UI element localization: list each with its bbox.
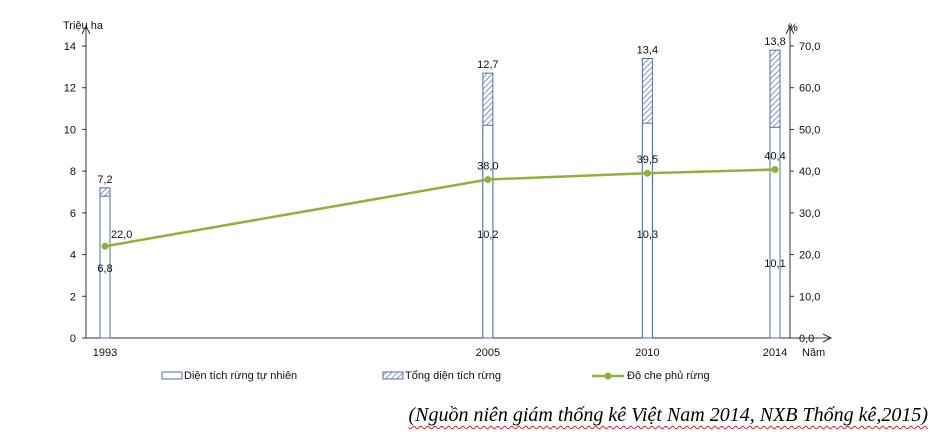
natural-value-label: 10,2	[477, 229, 498, 241]
natural-forest-bar	[641, 122, 653, 339]
right-tick-label: 10,0	[799, 291, 820, 303]
x-tick-label: 2010	[635, 347, 659, 359]
right-axis-arrow	[785, 24, 795, 35]
x-tick-label: 1993	[93, 347, 117, 359]
natural-value-label: 10,3	[637, 229, 658, 241]
coverage-value-label: 39,5	[637, 154, 658, 166]
coverage-value-label: 40,4	[764, 150, 785, 162]
right-tick-label: 30,0	[799, 208, 820, 220]
left-tick-label: 6	[70, 208, 76, 220]
right-tick-label: 20,0	[799, 250, 820, 262]
source-note: (Nguồn niên giám thống kê Việt Nam 2014,…	[408, 404, 928, 426]
right-tick-label: 50,0	[799, 124, 820, 136]
x-axis-unit: Năm	[802, 347, 825, 359]
natural-value-label: 6,8	[97, 263, 112, 275]
left-axis-arrow	[81, 24, 91, 35]
left-tick-label: 0	[70, 333, 76, 345]
left-axis-unit: Triệu ha	[63, 20, 104, 32]
coverage-value-label: 38,0	[477, 160, 498, 172]
coverage-line	[101, 165, 779, 250]
legend-total-label: Tổng diện tích rừng	[405, 370, 501, 382]
legend-coverage-marker	[604, 372, 612, 380]
right-tick-label: 0,0	[799, 333, 814, 345]
left-tick-label: 8	[70, 166, 76, 178]
total-value-label: 12,7	[477, 59, 498, 71]
right-axis-unit: %	[788, 22, 798, 34]
x-tick-label: 2005	[476, 347, 500, 359]
left-tick-label: 4	[70, 250, 76, 262]
coverage-point	[484, 175, 492, 183]
natural-forest-bar	[99, 195, 111, 339]
coverage-point	[101, 242, 109, 250]
natural-forest-bar	[482, 124, 494, 339]
total-value-label: 13,4	[637, 45, 658, 57]
left-tick-label: 10	[64, 124, 76, 136]
right-tick-label: 70,0	[799, 41, 820, 53]
left-tick-label: 14	[64, 41, 76, 53]
natural-value-label: 10,1	[764, 258, 785, 270]
legend: Diện tích rừng tự nhiên Tổng diện tích rừ…	[161, 370, 710, 382]
coverage-point	[771, 165, 779, 173]
axes: 0 2 4 6 8 10 12 14 Triệu ha 0,0 10,0 20,0 30,0 40,0 50…	[63, 20, 833, 359]
coverage-line-path	[104, 168, 776, 248]
legend-natural-swatch	[161, 371, 183, 380]
left-tick-label: 2	[70, 291, 76, 303]
right-tick-label: 40,0	[799, 166, 820, 178]
data-labels: 7,2 6,8 12,7 10,2 13,4 10,3 13,8 10,1 22,0 38,0 39…	[97, 36, 785, 275]
coverage-point	[643, 169, 651, 177]
left-tick-label: 12	[64, 83, 76, 95]
coverage-value-label: 22,0	[111, 229, 132, 241]
total-value-label: 13,8	[764, 36, 785, 48]
right-tick-label: 60,0	[799, 83, 820, 95]
natural-forest-bar	[769, 126, 781, 339]
total-value-label: 7,2	[97, 174, 112, 186]
legend-natural-label: Diện tích rừng tự nhiên	[184, 370, 297, 382]
x-tick-label: 2014	[763, 347, 787, 359]
legend-total-swatch	[382, 371, 404, 380]
bars	[99, 49, 781, 339]
x-axis-arrow	[822, 333, 833, 343]
legend-coverage-label: Độ che phủ rừng	[627, 370, 710, 382]
